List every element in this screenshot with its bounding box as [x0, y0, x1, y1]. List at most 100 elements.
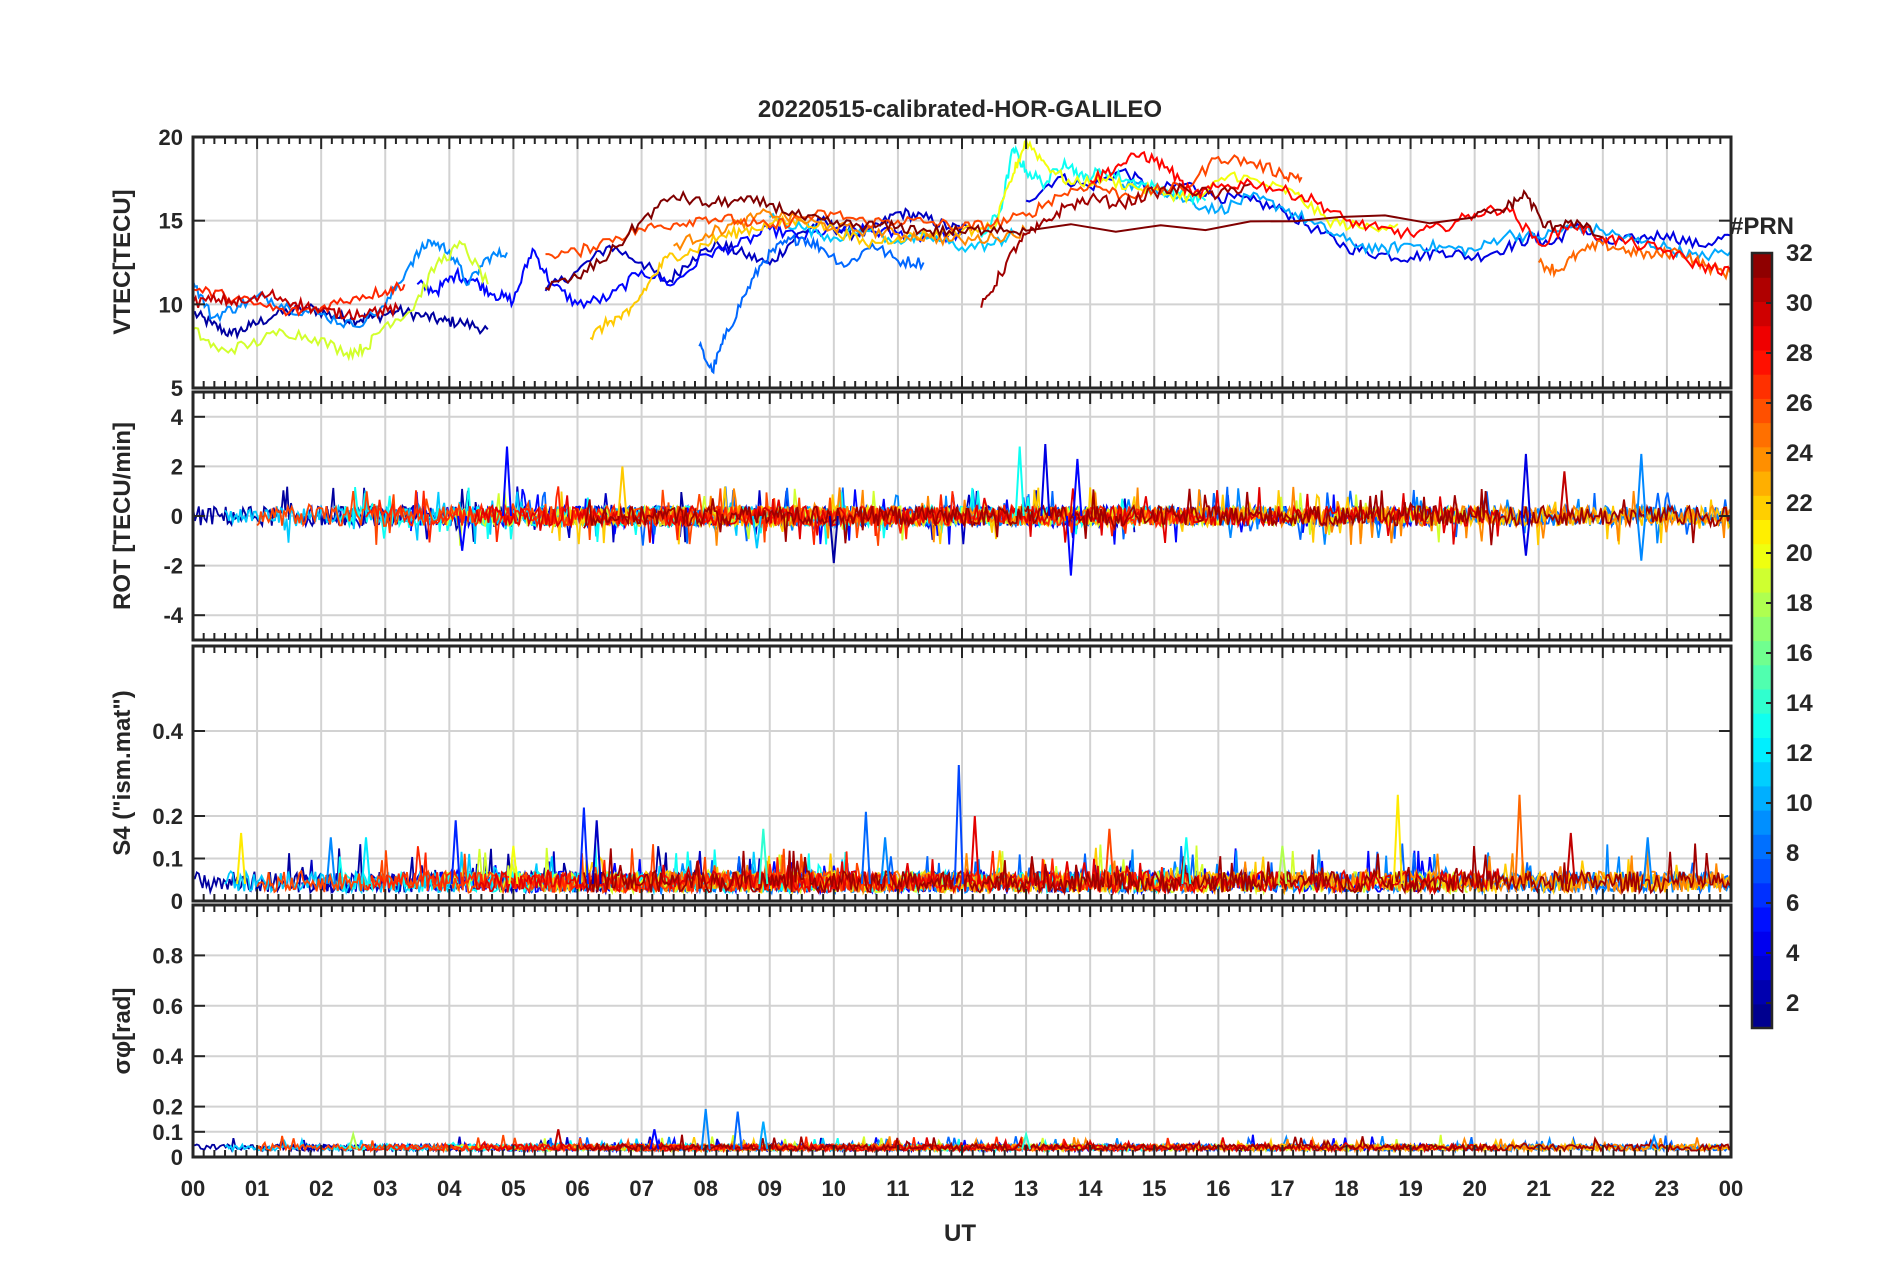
s4-trace-prn-31	[583, 843, 1731, 896]
x-tick-label: 22	[1591, 1176, 1615, 1201]
y-tick-label: 0	[171, 504, 183, 529]
colorbar-tick-label: 24	[1786, 440, 1813, 467]
x-axis-label: UT	[944, 1220, 976, 1247]
colorbar-segment	[1752, 325, 1772, 351]
x-tick-label: 07	[629, 1176, 653, 1201]
rot-spike-6	[1065, 515, 1076, 576]
y-tick-label: 0.4	[152, 1044, 183, 1069]
vtec-line-prn-31	[980, 182, 1251, 308]
x-tick-label: 13	[1014, 1176, 1038, 1201]
rot-spike-0	[502, 446, 512, 517]
x-tick-label: 05	[501, 1176, 525, 1201]
x-tick-label: 21	[1527, 1176, 1551, 1201]
s4-spike-9	[880, 837, 891, 885]
y-tick-label: 0.8	[152, 943, 183, 968]
y-tick-label: 5	[171, 376, 183, 401]
panel-ticks	[192, 392, 1732, 640]
colorbar-frame	[1750, 251, 1774, 1030]
rot-spike-10	[1636, 453, 1647, 517]
vtec-line-prn-28	[1089, 150, 1731, 277]
s4-trace-prn-29	[474, 858, 1501, 896]
colorbar-segment	[1752, 398, 1772, 424]
x-tick-label: 11	[886, 1176, 909, 1201]
colorbar-segment	[1752, 567, 1772, 593]
x-tick-label: 12	[950, 1176, 974, 1201]
rot-spike-13	[751, 515, 762, 549]
sigma-spike-3	[649, 1129, 660, 1150]
colorbar-segment	[1752, 253, 1772, 278]
rot-spike-5	[1072, 458, 1083, 517]
colorbar-segment	[1752, 519, 1772, 545]
y-axis-label-sigma: σφ[rad]	[109, 988, 136, 1075]
colorbar-tick-label: 22	[1786, 490, 1813, 517]
sigma-spike-0	[700, 1109, 711, 1150]
s4-spike-1	[325, 837, 336, 885]
s4-spike-12	[1104, 828, 1115, 885]
colorbar-segment	[1752, 931, 1772, 956]
colorbar-segment	[1752, 834, 1772, 860]
panel-vtec: 5 10 15 20 VTEC[TECU]	[109, 125, 1733, 401]
y-tick-label: 20	[159, 125, 183, 150]
colorbar-tick-label: 16	[1786, 640, 1813, 667]
panel-ticks	[192, 136, 1732, 389]
y-tick-label: 4	[171, 405, 184, 430]
rot-spike-1	[457, 515, 468, 551]
sigma-spike-1	[732, 1111, 743, 1150]
colorbar-tick-label: 26	[1786, 390, 1813, 417]
colorbar-segment	[1752, 737, 1772, 763]
y-tick-label: 0.2	[152, 804, 183, 829]
s4-spike-16	[1514, 794, 1525, 885]
rot-spike-12	[1520, 515, 1531, 556]
y-tick-label: 0.1	[152, 847, 183, 872]
colorbar-segment	[1752, 301, 1772, 327]
s4-spike-3	[450, 820, 461, 885]
colorbar-tick-label: 14	[1786, 690, 1813, 717]
sigma-trace-prn-31	[583, 1134, 1731, 1154]
y-tick-label: 0	[171, 889, 183, 914]
x-tick-label: 18	[1334, 1176, 1358, 1201]
x-tick-label: 14	[1078, 1176, 1103, 1201]
colorbar-label: #PRN	[1730, 213, 1794, 240]
s4-spike-8	[860, 811, 871, 885]
colorbar-segment	[1752, 785, 1772, 811]
x-tick-label: 00	[1719, 1176, 1743, 1201]
colorbar-tick-label: 18	[1786, 590, 1813, 617]
panel-series	[193, 444, 1731, 576]
y-tick-label: -2	[163, 554, 183, 579]
y-tick-label: 0	[171, 1145, 183, 1170]
panel-ticks	[192, 905, 1732, 1158]
s4-spike-2	[361, 837, 371, 885]
colorbar-segment	[1752, 349, 1772, 375]
vtec-line-prn-24	[673, 208, 1027, 252]
x-tick-label: 20	[1462, 1176, 1486, 1201]
rot-spike-4	[1040, 444, 1051, 517]
s4-spike-7	[758, 828, 769, 885]
y-tick-label: 10	[159, 292, 183, 317]
colorbar-tick-label: 2	[1786, 990, 1799, 1017]
vtec-line-prn-32	[544, 189, 1604, 292]
s4-spike-17	[1565, 832, 1576, 885]
s4-spike-4	[508, 845, 519, 885]
colorbar-tick-label: 6	[1786, 890, 1799, 917]
rot-spike-9	[1559, 471, 1570, 517]
vtec-line-prn-10	[1121, 178, 1731, 262]
colorbar-segment	[1752, 640, 1772, 666]
panel-ticks	[192, 646, 1732, 902]
x-tick-label: 03	[373, 1176, 397, 1201]
vtec-line-prn-25	[1537, 236, 1731, 281]
colorbar-segment	[1752, 471, 1772, 496]
colorbar-segment	[1752, 906, 1772, 932]
x-tick-label: 19	[1398, 1176, 1422, 1201]
y-tick-label: 2	[171, 454, 183, 479]
x-tick-label: 23	[1655, 1176, 1679, 1201]
vtec-line-prn-30	[193, 288, 399, 321]
vtec-line-prn-8	[698, 233, 925, 375]
colorbar-tick-label: 10	[1786, 790, 1813, 817]
sigma-trace-prn-29	[474, 1135, 1500, 1154]
sigma-spike-5	[348, 1130, 359, 1150]
y-axis-label-vtec: VTEC[TECU]	[109, 189, 136, 334]
colorbar-segment	[1752, 858, 1772, 884]
sigma-spike-6	[1021, 1130, 1032, 1150]
vtec-line-prn-19	[193, 239, 489, 362]
y-tick-label: 15	[159, 209, 183, 234]
